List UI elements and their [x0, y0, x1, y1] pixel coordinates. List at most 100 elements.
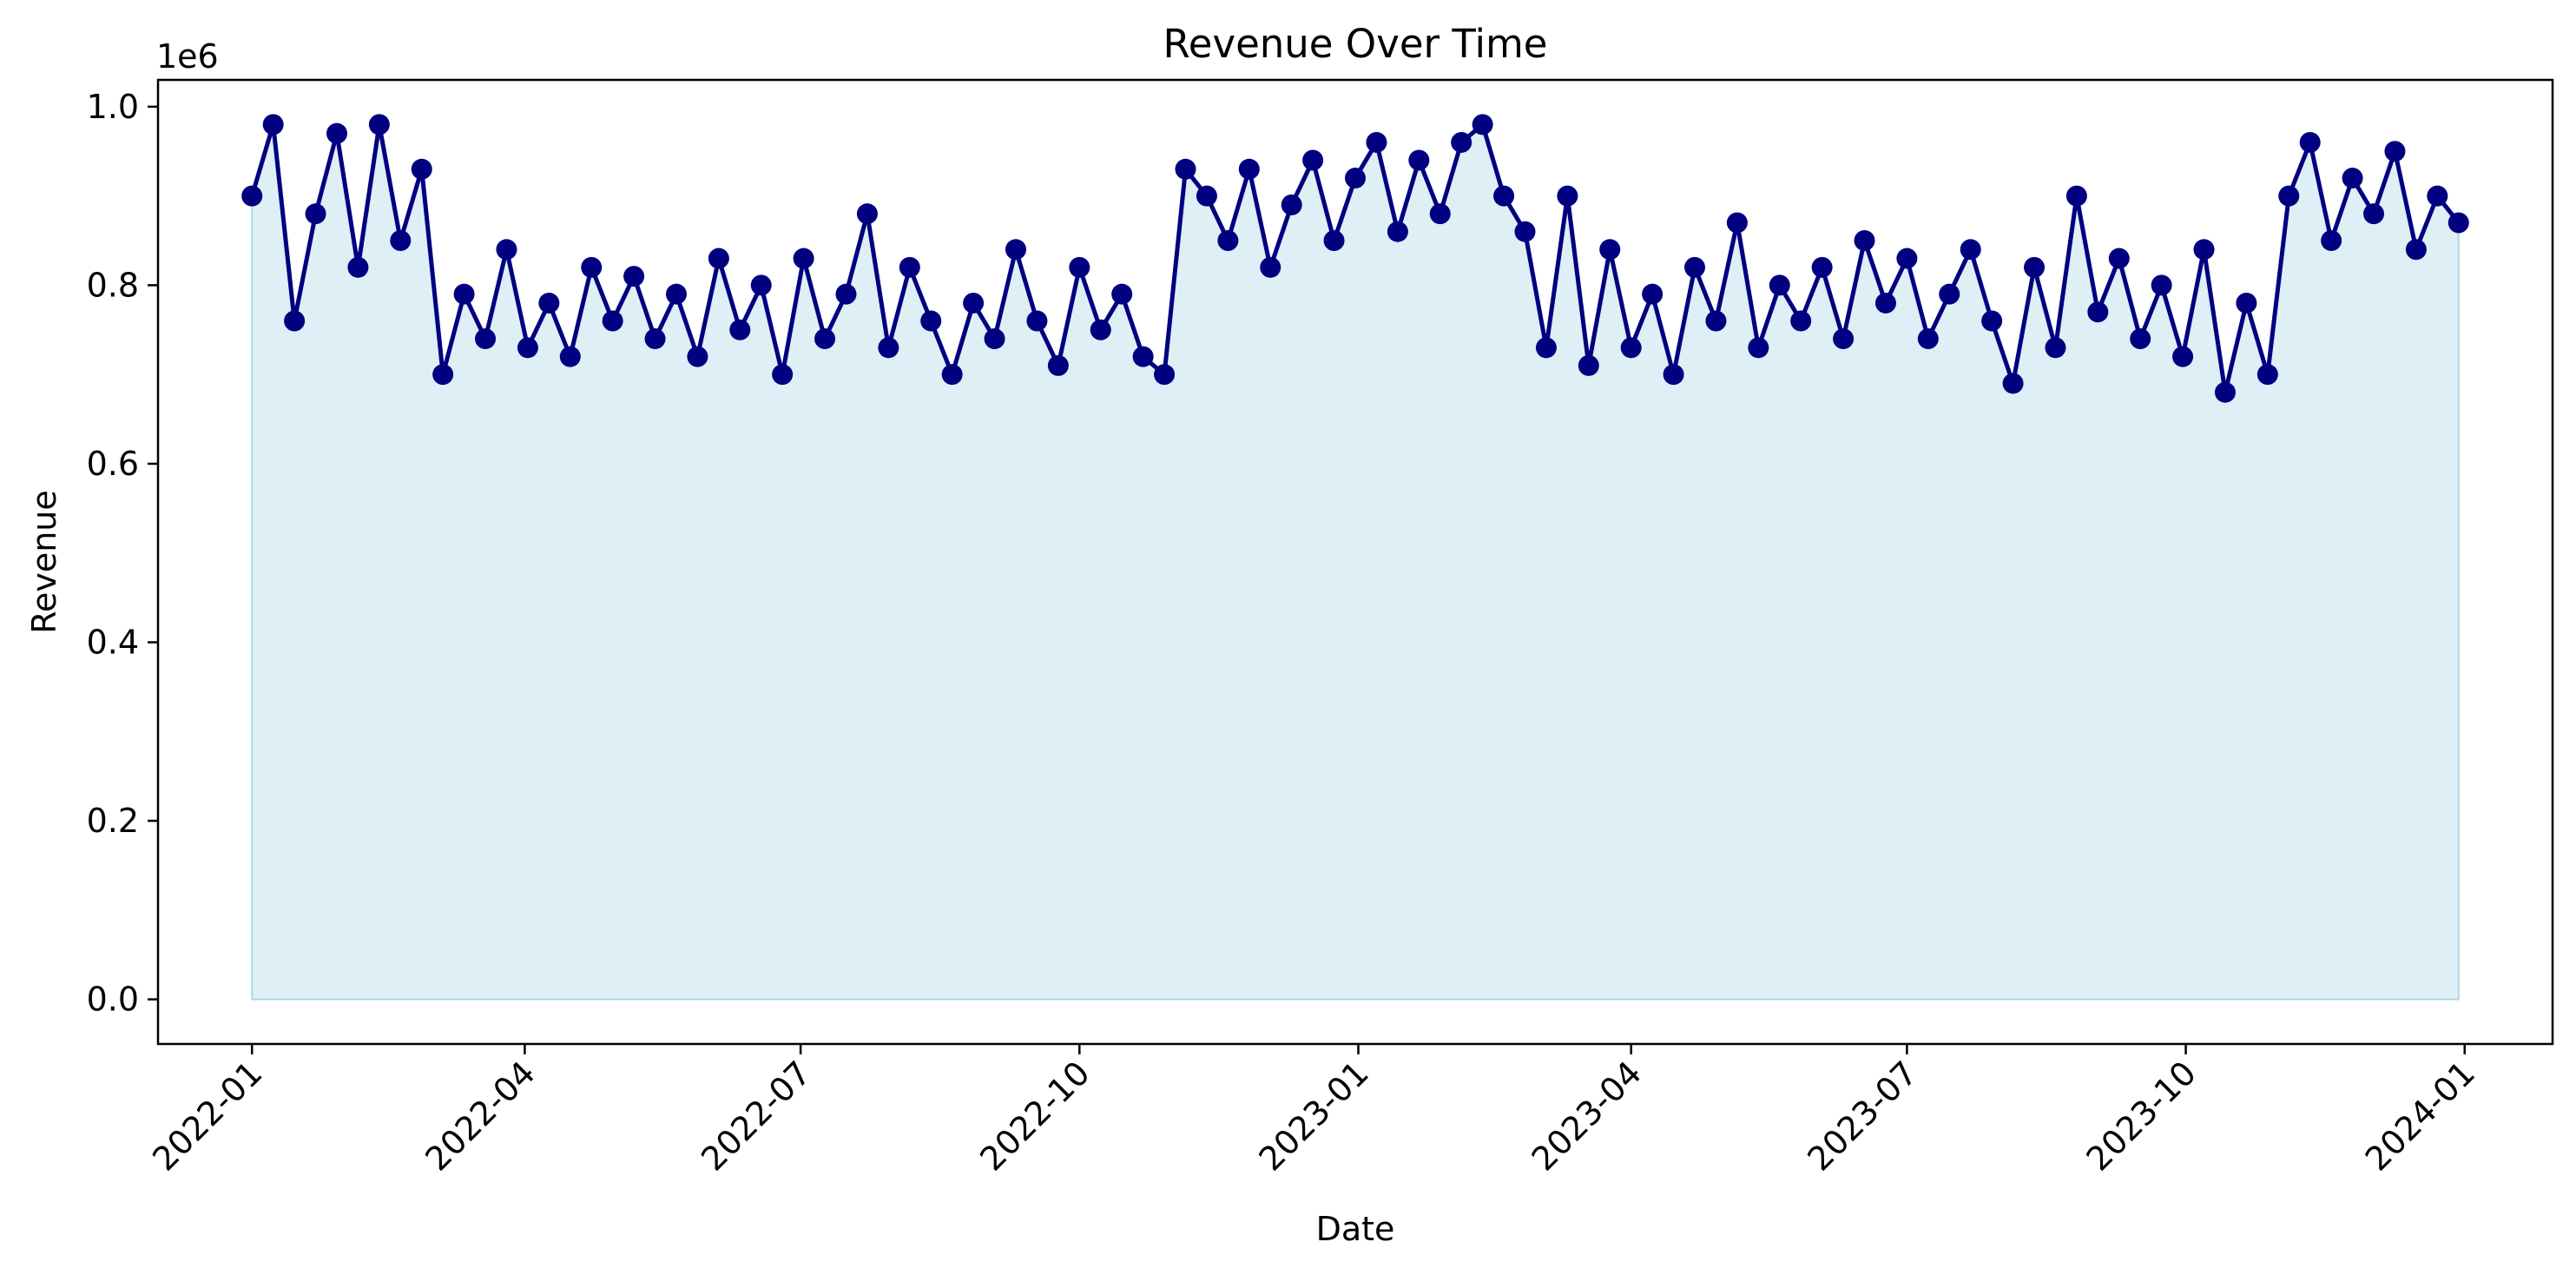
x-tick-label: 2022-10	[972, 1054, 1097, 1178]
data-point	[602, 310, 623, 332]
data-point	[2256, 364, 2278, 386]
x-axis: 2022-01 2022-04 2022-07 2022-10 2023-01 2023-…	[145, 1044, 2482, 1179]
data-point	[2108, 248, 2130, 269]
data-point	[2193, 239, 2215, 261]
data-point	[772, 364, 794, 386]
data-point	[1705, 310, 1727, 332]
data-point	[1323, 230, 1345, 251]
data-point	[856, 203, 878, 225]
y-axis-title: Revenue	[25, 490, 63, 634]
data-point	[1535, 337, 1557, 359]
data-point	[963, 292, 985, 314]
data-point	[1196, 185, 1217, 207]
data-point	[665, 283, 687, 305]
y-tick-label: 0.4	[87, 624, 139, 662]
data-point	[2448, 212, 2469, 234]
x-tick-label: 2022-01	[145, 1054, 269, 1178]
data-point	[2065, 185, 2087, 207]
data-point	[1981, 310, 2003, 332]
y-offset-label: 1e6	[156, 37, 219, 76]
data-point	[2045, 337, 2066, 359]
data-point	[517, 337, 538, 359]
data-point	[1514, 221, 1536, 242]
x-axis-title: Date	[1316, 1210, 1395, 1248]
data-point	[1748, 337, 1769, 359]
data-point	[1684, 256, 1706, 278]
data-point	[368, 114, 390, 135]
x-tick-label: 2022-07	[694, 1054, 818, 1178]
data-point	[623, 266, 645, 287]
data-point	[1896, 248, 1918, 269]
plot-frame	[156, 78, 2554, 1046]
data-point	[1302, 149, 1324, 171]
data-point	[1026, 310, 1048, 332]
data-point	[262, 114, 284, 135]
data-point	[1620, 337, 1642, 359]
data-point	[2342, 168, 2363, 189]
data-point	[2384, 141, 2406, 162]
data-point	[1663, 364, 1684, 386]
data-point	[1769, 274, 1790, 296]
data-point	[347, 256, 369, 278]
data-point	[1387, 221, 1408, 242]
x-tick-label: 2023-04	[1525, 1054, 1649, 1178]
y-tick-label: 0.0	[87, 981, 139, 1019]
data-point	[581, 256, 603, 278]
data-point	[1132, 346, 1154, 367]
data-point	[1260, 256, 1281, 278]
x-tick-label: 2023-01	[1251, 1054, 1375, 1178]
data-point	[2002, 373, 2024, 394]
data-point	[2405, 239, 2427, 261]
data-point	[2299, 131, 2321, 153]
data-point	[2236, 292, 2257, 314]
data-point	[1960, 239, 1981, 261]
data-point	[1238, 158, 1260, 180]
data-point	[475, 328, 497, 350]
y-tick-label: 0.8	[87, 266, 139, 304]
data-point	[2278, 185, 2300, 207]
data-point	[1217, 230, 1239, 251]
data-point	[538, 292, 560, 314]
x-tick-label: 2024-01	[2358, 1054, 2482, 1178]
data-point	[432, 364, 454, 386]
data-point	[708, 248, 729, 269]
data-point	[1429, 203, 1451, 225]
data-point	[1493, 185, 1515, 207]
y-axis: 0.0 0.2 0.4 0.6 0.8 1.0	[87, 88, 158, 1019]
data-point	[1281, 194, 1302, 215]
x-tick-label: 2023-10	[2079, 1054, 2204, 1178]
data-point	[1811, 256, 1833, 278]
data-point	[687, 346, 708, 367]
data-point	[1557, 185, 1578, 207]
data-point	[2151, 274, 2172, 296]
data-point	[241, 185, 263, 207]
data-point	[1599, 239, 1621, 261]
data-point	[559, 346, 581, 367]
data-point	[835, 283, 857, 305]
data-point	[1790, 310, 1812, 332]
data-point	[920, 310, 942, 332]
data-point	[1154, 364, 1176, 386]
data-point	[2172, 346, 2194, 367]
data-point	[750, 274, 772, 296]
data-point	[878, 337, 899, 359]
data-point	[390, 230, 412, 251]
data-point	[2024, 256, 2046, 278]
y-tick-label: 0.2	[87, 802, 139, 840]
plot-area	[241, 114, 2469, 1001]
data-point	[1111, 283, 1133, 305]
data-point	[305, 203, 326, 225]
data-point	[984, 328, 1005, 350]
data-point	[2130, 328, 2151, 350]
data-point	[1366, 131, 1387, 153]
data-point	[1917, 328, 1939, 350]
data-point	[644, 328, 666, 350]
data-point	[1939, 283, 1960, 305]
data-point	[2363, 203, 2385, 225]
data-point	[899, 256, 920, 278]
data-point	[2214, 381, 2236, 403]
x-tick-label: 2022-04	[418, 1054, 542, 1178]
data-point	[284, 310, 306, 332]
data-point	[1874, 292, 1896, 314]
